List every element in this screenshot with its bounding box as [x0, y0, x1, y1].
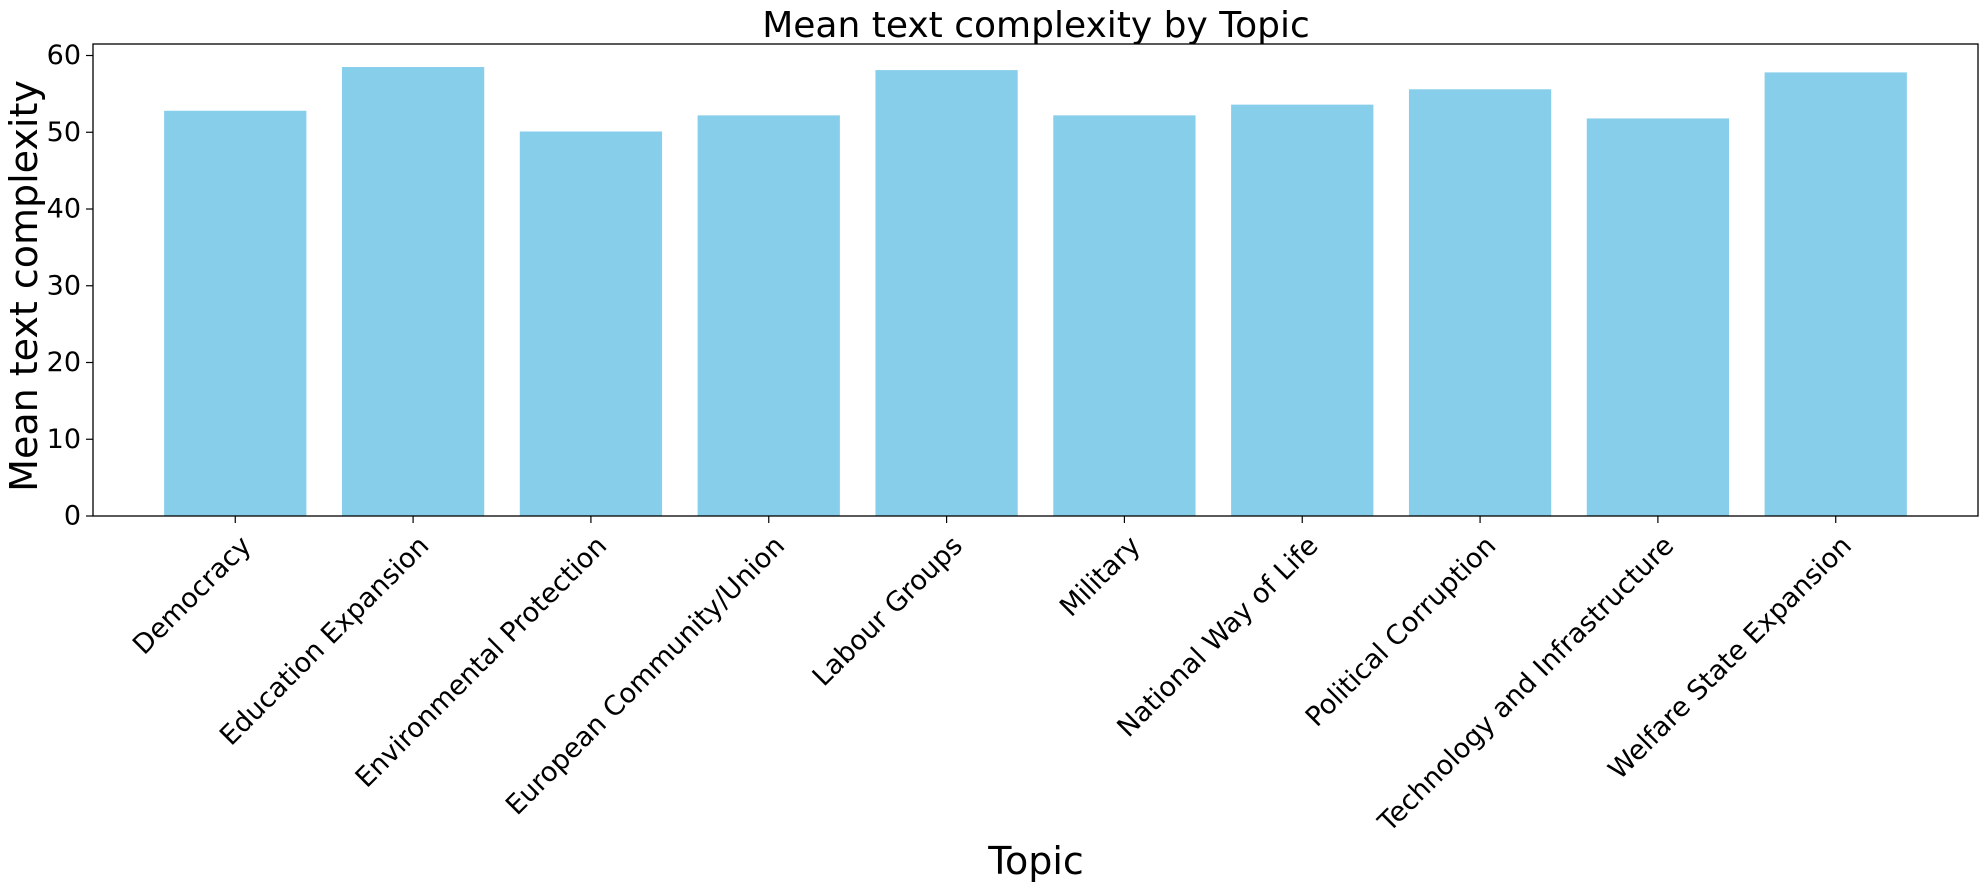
- x-tick-label: Labour Groups: [807, 530, 969, 692]
- y-tick-label: 50: [47, 117, 81, 148]
- x-tick-label: Technology and Infrastructure: [1372, 530, 1680, 838]
- axes-layer: [92, 43, 1979, 517]
- bar-labour-groups: [875, 70, 1018, 516]
- y-tick-label: 20: [47, 347, 81, 378]
- bar-environmental-protection: [519, 131, 663, 517]
- x-tick-label: European Community/Union: [500, 530, 791, 821]
- bar-national-way-of-life: [1231, 104, 1374, 516]
- bar-european-community-union: [697, 115, 840, 516]
- bar-democracy: [164, 110, 307, 517]
- x-tick-label: National Way of Life: [1111, 530, 1324, 743]
- y-tick-label: 40: [47, 194, 81, 225]
- bars-layer: [164, 67, 1907, 517]
- bar-military: [1053, 115, 1196, 516]
- y-axis-label: Mean text complexity: [2, 80, 46, 492]
- y-tick-label: 10: [47, 424, 81, 455]
- x-tick-label: Political Corruption: [1300, 530, 1503, 733]
- y-tick-label: 30: [47, 270, 81, 301]
- y-tick-label: 0: [64, 501, 81, 532]
- bar-welfare-state-expansion: [1764, 72, 1907, 517]
- chart-title: Mean text complexity by Topic: [762, 5, 1310, 46]
- y-tick-label: 60: [47, 40, 81, 71]
- x-axis-label: Topic: [987, 839, 1084, 883]
- x-tick-label: Democracy: [127, 530, 258, 661]
- bar-technology-and-infrastructure: [1586, 118, 1730, 516]
- plot-frame: [92, 43, 1979, 517]
- bar-political-corruption: [1408, 89, 1552, 516]
- bar-education-expansion: [341, 67, 485, 517]
- x-tick-label: Military: [1054, 530, 1147, 623]
